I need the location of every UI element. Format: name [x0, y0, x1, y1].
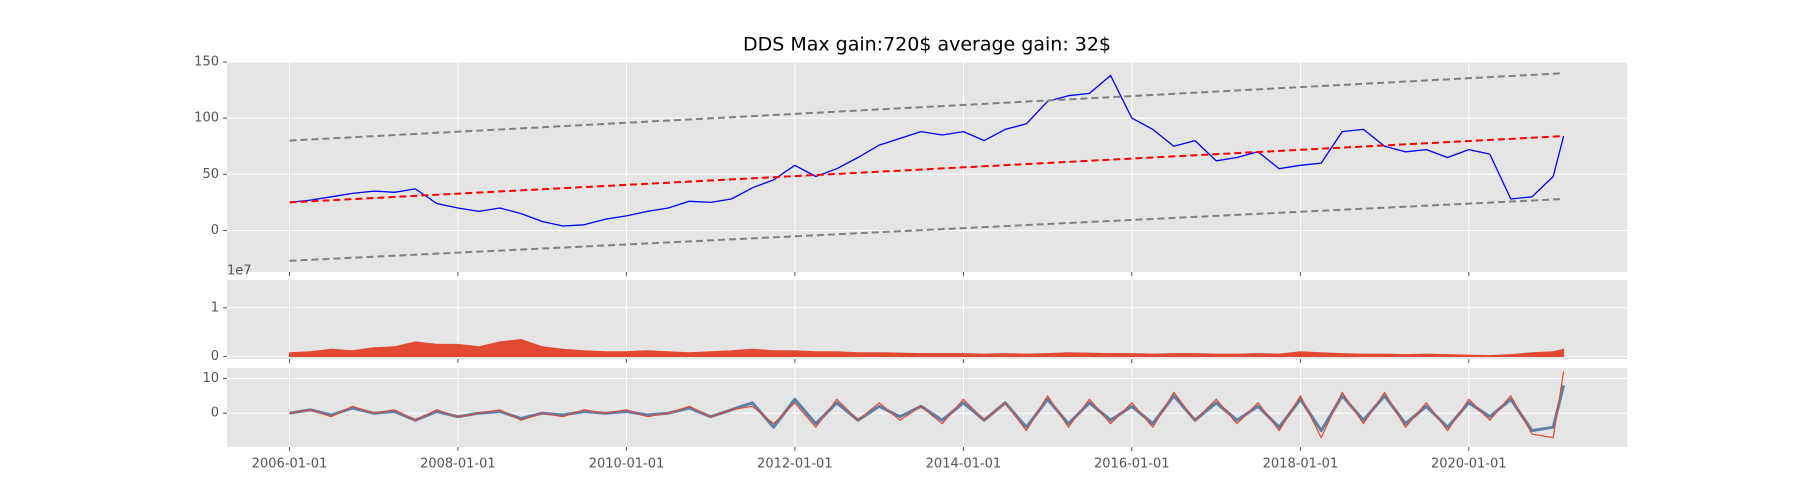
y-tick-label: 10	[202, 371, 219, 386]
x-tick-label: 2020-01-01	[1431, 457, 1507, 472]
y-tick-label: 0	[211, 349, 219, 364]
plot-area	[227, 62, 1627, 272]
y-tick-label: 0	[211, 406, 219, 421]
x-tick-label: 2014-01-01	[926, 457, 1002, 472]
x-tick-label: 2012-01-01	[757, 457, 833, 472]
y-tick-label: 100	[194, 111, 219, 126]
series-line	[289, 72, 1564, 142]
y-tick-label: 0	[211, 223, 219, 238]
series-line	[289, 198, 1564, 262]
x-tick-label: 2008-01-01	[420, 457, 496, 472]
y-tick-label: 1	[211, 300, 219, 315]
volume-area	[289, 338, 1565, 358]
x-tick-label: 2010-01-01	[589, 457, 665, 472]
x-tick-label: 2016-01-01	[1094, 457, 1170, 472]
chart-title: DDS Max gain:720$ average gain: 32$	[743, 34, 1111, 56]
series-line	[289, 385, 1566, 433]
offset-label: 1e7	[227, 264, 252, 279]
series-line	[289, 371, 1565, 439]
y-tick-label: 150	[194, 55, 219, 70]
x-tick-label: 2018-01-01	[1263, 457, 1339, 472]
plot-area	[227, 368, 1627, 447]
x-tick-label: 2006-01-01	[252, 457, 328, 472]
series-line	[289, 74, 1565, 227]
y-tick-label: 50	[202, 167, 219, 182]
series-line	[289, 135, 1564, 204]
